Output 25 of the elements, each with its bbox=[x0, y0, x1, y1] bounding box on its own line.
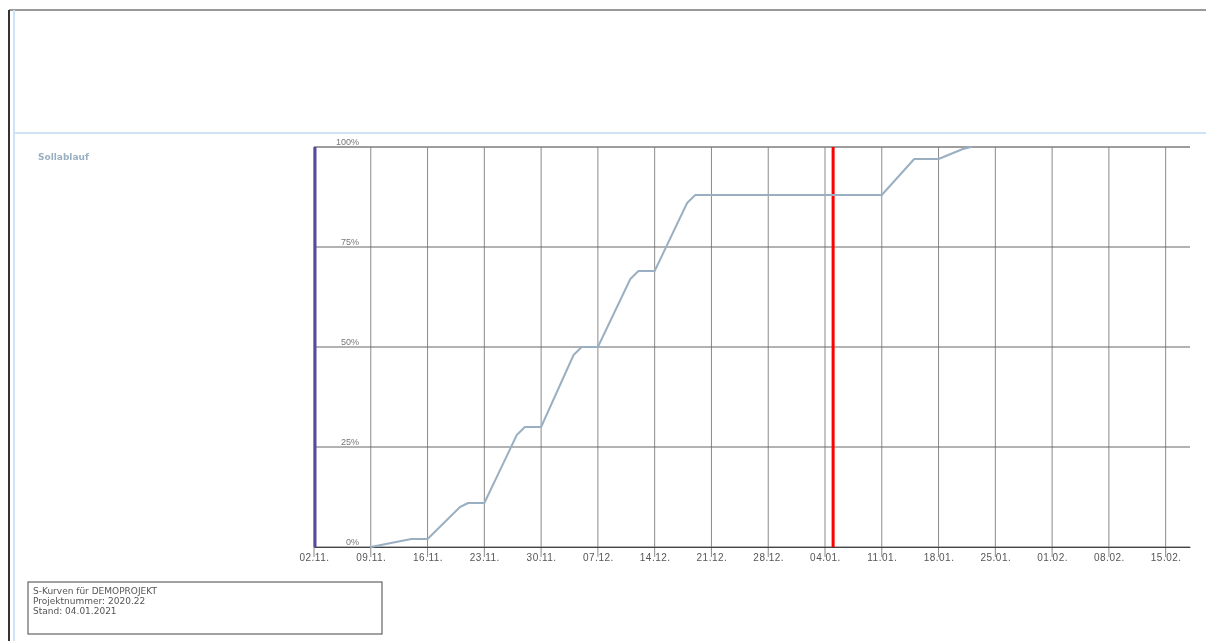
x-tick-label: 01.02. bbox=[1037, 552, 1069, 563]
x-tick-label: 15.02. bbox=[1150, 552, 1182, 563]
y-tick-label: 75% bbox=[340, 237, 359, 248]
y-tick-label: 0% bbox=[345, 537, 359, 548]
y-tick-label: 100% bbox=[335, 137, 359, 148]
x-tick-label: 08.02. bbox=[1093, 552, 1125, 563]
text: S-Kurven für DEMOPROJEKT bbox=[33, 586, 158, 596]
x-tick-label: 28.12. bbox=[753, 552, 785, 563]
x-tick-label: 16.11. bbox=[413, 552, 444, 563]
x-tick-label: 18.01. bbox=[923, 552, 955, 563]
y-tick-label: 50% bbox=[340, 337, 359, 348]
x-tick-label: 14.12. bbox=[639, 552, 671, 563]
x-tick-label: 30.11. bbox=[526, 552, 557, 563]
x-tick-label: 25.01. bbox=[980, 552, 1012, 563]
x-tick-label: 04.01. bbox=[810, 552, 841, 563]
text: Sollablauf bbox=[38, 152, 89, 162]
x-tick-label: 11.01. bbox=[867, 552, 898, 563]
text: Stand: 04.01.2021 bbox=[33, 606, 117, 616]
x-tick-label: 02.11. bbox=[299, 552, 330, 563]
y-tick-label: 25% bbox=[340, 437, 359, 448]
x-tick-label: 09.11. bbox=[356, 552, 387, 563]
x-tick-label: 21.12. bbox=[696, 552, 728, 563]
text: Projektnummer: 2020.22 bbox=[33, 596, 146, 606]
x-tick-label: 07.12. bbox=[582, 552, 614, 563]
x-tick-label: 23.11. bbox=[469, 552, 500, 563]
